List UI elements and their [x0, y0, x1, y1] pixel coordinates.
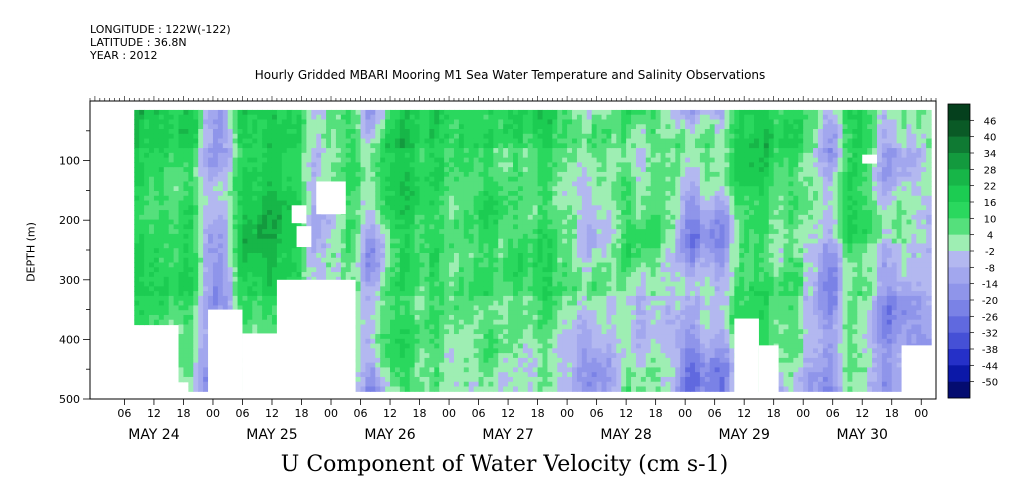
longitude-label: LONGITUDE : 122W(-122) — [90, 23, 231, 36]
colorbar-swatch — [948, 185, 970, 203]
x-tick-label: 12 — [619, 407, 633, 420]
colorbar-swatch — [948, 169, 970, 186]
x-tick-label: 12 — [147, 407, 161, 420]
data-gap — [291, 205, 307, 224]
variable-label: U Component of Water Velocity (cm s-1) — [280, 452, 729, 477]
x-tick-label: 00 — [324, 407, 338, 420]
colorbar-swatch — [948, 349, 970, 366]
x-tick-label: 18 — [649, 407, 663, 420]
x-tick-label: 06 — [826, 407, 840, 420]
data-gap — [734, 318, 759, 394]
colorbar-label: -50 — [982, 378, 998, 389]
colorbar-swatch — [948, 300, 970, 317]
x-tick-label: 00 — [206, 407, 220, 420]
colorbar-swatch — [948, 381, 970, 399]
data-gap — [316, 181, 346, 215]
colorbar-swatch — [948, 283, 970, 301]
x-tick-label: 18 — [176, 407, 190, 420]
x-tick-label: 12 — [737, 407, 751, 420]
colorbar-label: -8 — [985, 263, 995, 274]
x-tick-label: 06 — [472, 407, 486, 420]
y-axis: 100 200 300 400 500 — [59, 130, 90, 406]
colorbar-swatch — [948, 136, 970, 154]
colorbar-swatch — [948, 316, 970, 333]
colorbar-swatch — [948, 332, 970, 350]
x-tick-label: 00 — [560, 407, 574, 420]
colorbar-label: -2 — [985, 247, 995, 258]
colorbar-label: -32 — [982, 329, 998, 340]
colorbar-label: -44 — [982, 361, 998, 372]
x-tick-label: 00 — [442, 407, 456, 420]
x-day-label: MAY 28 — [600, 427, 651, 443]
x-tick-label: 18 — [295, 407, 309, 420]
data-gap — [901, 345, 951, 394]
x-tick-label: 06 — [590, 407, 604, 420]
colorbar-label: -38 — [982, 345, 998, 356]
x-tick-label: 06 — [117, 407, 131, 420]
x-tick-label: 12 — [855, 407, 869, 420]
colorbar-label: -14 — [982, 280, 998, 291]
colorbar-swatch — [948, 218, 970, 235]
colorbar-label: -26 — [982, 312, 998, 323]
data-gaps — [208, 154, 951, 399]
colorbar-label: 22 — [984, 182, 997, 193]
data-gap — [296, 226, 312, 248]
x-tick-label: 12 — [265, 407, 279, 420]
colorbar-label: 16 — [984, 198, 997, 209]
x-day-label: MAY 24 — [128, 427, 179, 443]
colorbar-swatch — [948, 251, 970, 268]
x-tick-label: 18 — [531, 407, 545, 420]
colorbar-swatch — [948, 267, 970, 284]
colorbar-swatch — [948, 365, 970, 382]
chart-title: Hourly Gridded MBARI Mooring M1 Sea Wate… — [254, 68, 766, 82]
colorbar-label: 4 — [987, 231, 993, 242]
x-day-label: MAY 30 — [837, 427, 888, 443]
colorbar-swatch — [948, 104, 970, 121]
data-gap — [758, 345, 779, 394]
colorbar-swatch — [948, 202, 970, 219]
x-tick-label: 00 — [914, 407, 928, 420]
x-tick-label: 12 — [501, 407, 515, 420]
x-tick-label: 18 — [413, 407, 427, 420]
y-tick-label: 500 — [59, 393, 80, 406]
latitude-label: LATITUDE : 36.8N — [90, 36, 187, 49]
x-day-label: MAY 29 — [718, 427, 769, 443]
y-tick-label: 100 — [59, 155, 80, 168]
colorbar: 46 40 34 28 22 16 10 4 -2 -8 -14 -20 -26 -32 -38 -44 -50 — [947, 103, 998, 399]
x-axis: 06 12 18 00 06 12 18 00 06 12 18 00 06 12 18 00 06 12 18 00… — [89, 96, 937, 443]
x-day-label: MAY 27 — [482, 427, 533, 443]
x-tick-label: 12 — [383, 407, 397, 420]
colorbar-swatch — [948, 120, 970, 137]
x-tick-label: 06 — [235, 407, 249, 420]
data-gap — [276, 279, 356, 399]
x-day-label: MAY 26 — [364, 427, 415, 443]
colorbar-label: 46 — [984, 116, 997, 127]
colorbar-label: 10 — [984, 214, 997, 225]
colorbar-swatch — [948, 234, 970, 252]
year-label: YEAR : 2012 — [90, 49, 158, 62]
x-tick-label: 06 — [708, 407, 722, 420]
colorbar-label: 28 — [984, 165, 997, 176]
y-tick-label: 300 — [59, 274, 80, 287]
x-tick-label: 18 — [767, 407, 781, 420]
x-tick-label: 00 — [678, 407, 692, 420]
colorbar-label: -20 — [982, 296, 998, 307]
colorbar-label: 40 — [984, 133, 997, 144]
x-tick-label: 18 — [885, 407, 899, 420]
x-tick-label: 00 — [796, 407, 810, 420]
data-gap — [862, 154, 877, 164]
x-day-label: MAY 25 — [246, 427, 297, 443]
x-tick-label: 06 — [354, 407, 368, 420]
data-gap — [208, 309, 243, 399]
colorbar-swatch — [948, 153, 970, 170]
colorbar-label: 34 — [984, 149, 997, 160]
y-tick-label: 400 — [59, 333, 80, 346]
y-tick-label: 200 — [59, 214, 80, 227]
